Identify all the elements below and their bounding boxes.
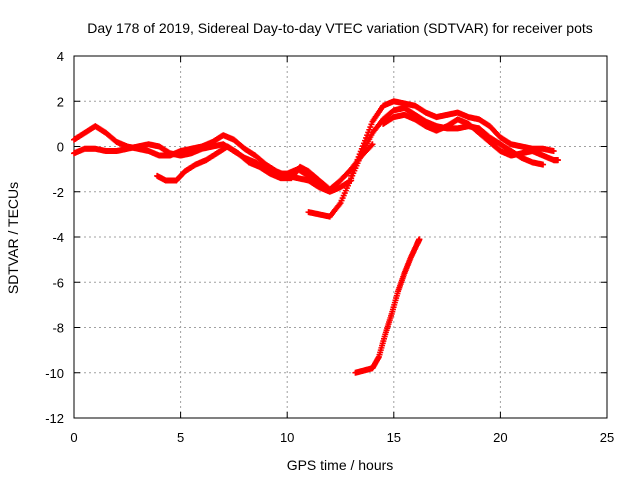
y-axis-label: SDTVAR / TECUs — [5, 182, 21, 294]
y-tick-label: -6 — [52, 275, 64, 290]
axis-ticks — [73, 55, 608, 419]
data-point — [369, 141, 376, 148]
y-tick-label: -12 — [45, 411, 64, 426]
y-tick-labels: -12 -10 -8 -6 -4 -2 0 2 4 — [45, 49, 64, 426]
y-tick-label: 2 — [57, 94, 64, 109]
y-tick-label: 4 — [57, 49, 64, 64]
y-tick-label: -10 — [45, 366, 64, 381]
x-tick-label: 20 — [493, 430, 507, 445]
x-tick-label: 5 — [177, 430, 184, 445]
y-tick-label: -2 — [52, 185, 64, 200]
series-satellite-track-6 — [380, 111, 561, 164]
y-tick-label: -4 — [52, 230, 64, 245]
chart-title: Day 178 of 2019, Sidereal Day-to-day VTE… — [87, 20, 593, 36]
series-satellite-track-7 — [352, 236, 423, 376]
x-tick-label: 15 — [387, 430, 401, 445]
data-point — [554, 157, 561, 164]
x-tick-labels: 0 5 10 15 20 25 — [70, 430, 614, 445]
y-tick-label: -8 — [52, 321, 64, 336]
x-axis-label: GPS time / hours — [287, 457, 394, 473]
x-tick-label: 25 — [600, 430, 614, 445]
y-tick-label: 0 — [57, 140, 64, 155]
data-point — [416, 236, 423, 243]
data-point — [368, 142, 375, 149]
series-satellite-track-5 — [348, 98, 557, 179]
data-series — [71, 98, 561, 376]
x-tick-label: 10 — [280, 430, 294, 445]
data-point — [550, 148, 557, 155]
x-tick-label: 0 — [70, 430, 77, 445]
data-point — [540, 161, 547, 168]
